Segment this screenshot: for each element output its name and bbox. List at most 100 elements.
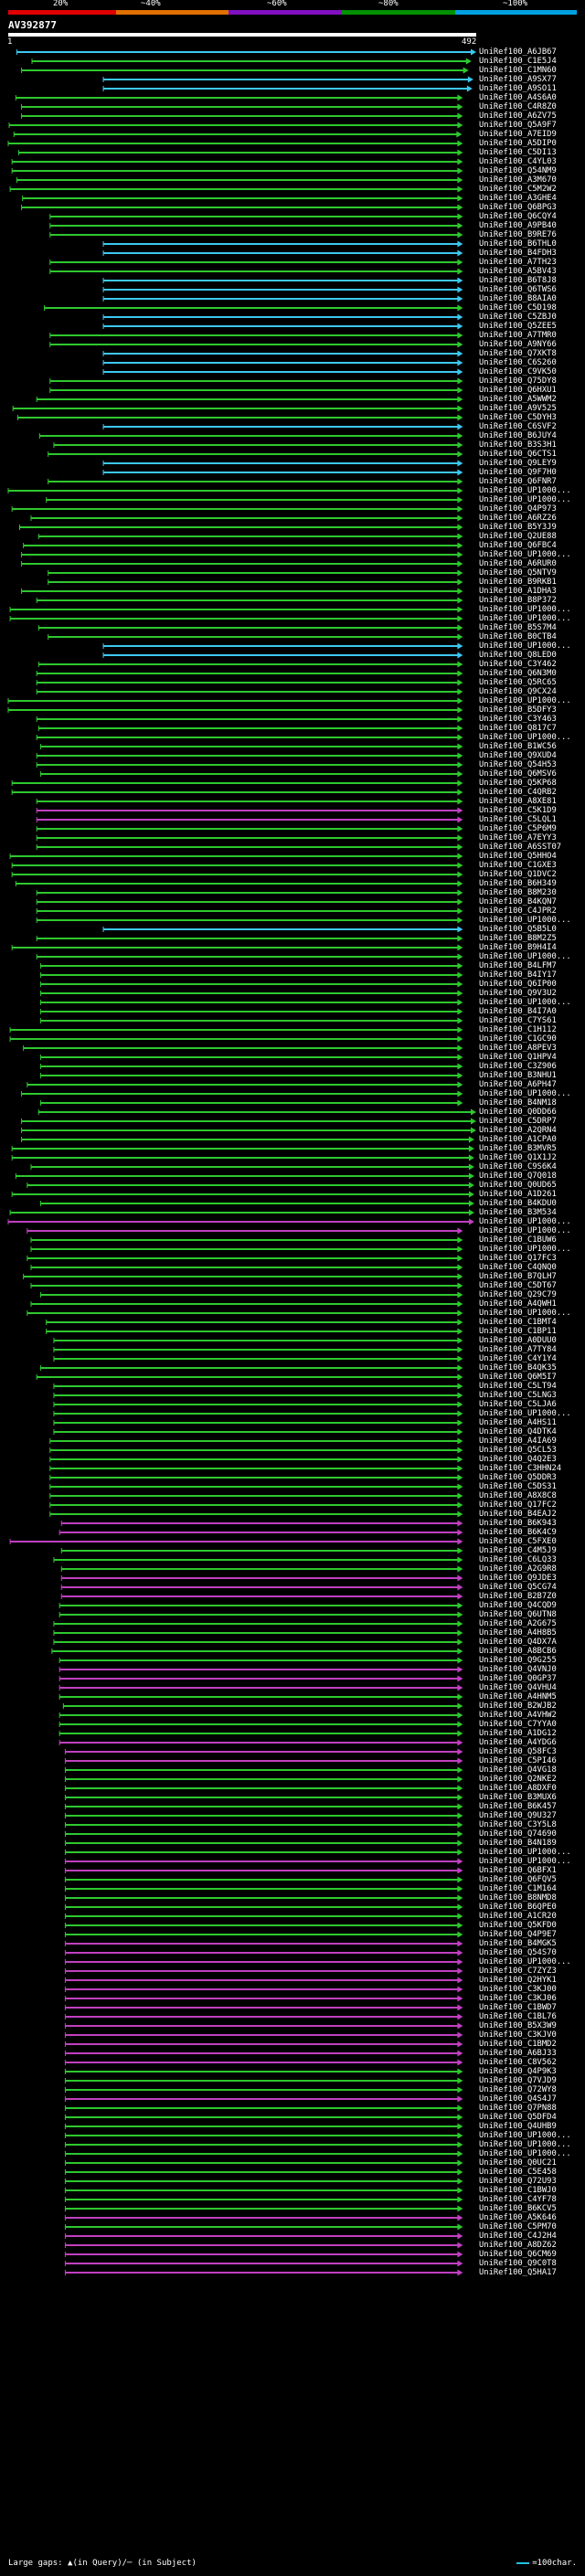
hit-label-link[interactable]: UniRef100_Q7PN88 (479, 2103, 557, 2113)
hit-row[interactable] (49, 213, 463, 220)
hit-label-link[interactable]: UniRef100_C4JPR2 (479, 906, 557, 916)
hit-row[interactable] (39, 990, 463, 997)
hit-row[interactable] (64, 1940, 463, 1947)
hit-row[interactable] (58, 1712, 463, 1719)
hit-label-link[interactable]: UniRef100_C4R8Z0 (479, 101, 557, 111)
hit-row[interactable] (36, 1373, 463, 1381)
hit-row[interactable] (64, 2159, 463, 2167)
hit-row[interactable] (36, 597, 463, 604)
hit-label-link[interactable]: UniRef100_B8P372 (479, 595, 557, 605)
hit-row[interactable] (64, 2050, 463, 2057)
hit-label-link[interactable]: UniRef100_C3KJV0 (479, 2030, 557, 2040)
hit-row[interactable] (64, 2022, 463, 2030)
hit-row[interactable] (53, 1419, 463, 1426)
hit-row[interactable] (64, 2187, 463, 2194)
hit-label-link[interactable]: UniRef100_Q6UTN8 (479, 1609, 557, 1619)
hit-label-link[interactable]: UniRef100_Q6CQY4 (479, 211, 557, 221)
hit-label-link[interactable]: UniRef100_A2G9R8 (479, 1564, 557, 1574)
hit-row[interactable] (49, 1474, 463, 1481)
hit-label-link[interactable]: UniRef100_B8NMD8 (479, 1892, 557, 1903)
hit-label-link[interactable]: UniRef100_C3KJ06 (479, 1993, 557, 2003)
hit-label-link[interactable]: UniRef100_A6RUR0 (479, 558, 557, 568)
hit-row[interactable] (48, 578, 463, 586)
hit-row[interactable] (49, 1437, 463, 1445)
hit-label-link[interactable]: UniRef100_Q75DY8 (479, 376, 557, 386)
hit-row[interactable] (30, 1282, 463, 1289)
hit-row[interactable] (36, 734, 463, 741)
hit-row[interactable] (51, 1648, 463, 1655)
hit-label-link[interactable]: UniRef100_Q6CM69 (479, 2249, 557, 2259)
hit-row[interactable] (7, 1218, 474, 1225)
hit-row[interactable] (64, 1830, 463, 1838)
hit-row[interactable] (53, 1556, 463, 1564)
hit-row[interactable] (102, 295, 463, 302)
hit-label-link[interactable]: UniRef100_C5PI46 (479, 1755, 557, 1765)
hit-label-link[interactable]: UniRef100_UP1000... (479, 1088, 571, 1098)
hit-row[interactable] (21, 67, 469, 74)
hit-row[interactable] (46, 1328, 463, 1335)
hit-row[interactable] (64, 1949, 463, 1956)
hit-label-link[interactable]: UniRef100_Q6MSV6 (479, 769, 557, 779)
hit-label-link[interactable]: UniRef100_C5D198 (479, 302, 557, 313)
hit-row[interactable] (49, 1511, 463, 1518)
hit-row[interactable] (16, 176, 463, 184)
hit-label-link[interactable]: UniRef100_A9V525 (479, 403, 557, 413)
hit-row[interactable] (36, 825, 463, 832)
hit-label-link[interactable]: UniRef100_B3S3H1 (479, 440, 557, 450)
hit-row[interactable] (36, 935, 463, 942)
hit-label-link[interactable]: UniRef100_C5E458 (479, 2167, 557, 2177)
hit-row[interactable] (64, 1839, 463, 1847)
hit-label-link[interactable]: UniRef100_UP1000... (479, 2139, 571, 2149)
hit-label-link[interactable]: UniRef100_Q6CTS1 (479, 449, 557, 459)
hit-row[interactable] (7, 697, 463, 705)
hit-row[interactable] (27, 1227, 463, 1235)
hit-row[interactable] (36, 917, 463, 924)
hit-row[interactable] (64, 2168, 463, 2176)
hit-row[interactable] (58, 1666, 463, 1673)
hit-label-link[interactable]: UniRef100_A6ZV75 (479, 111, 557, 121)
hit-row[interactable] (27, 1081, 463, 1088)
hit-row[interactable] (102, 350, 463, 357)
hit-label-link[interactable]: UniRef100_A0DUU0 (479, 1335, 557, 1345)
hit-row[interactable] (64, 2013, 463, 2020)
hit-label-link[interactable]: UniRef100_Q5ZEE5 (479, 321, 557, 331)
hit-label-link[interactable]: UniRef100_C7ZYZ3 (479, 1966, 557, 1976)
hit-label-link[interactable]: UniRef100_B6K457 (479, 1801, 557, 1811)
hit-row[interactable] (64, 1858, 463, 1865)
hit-label-link[interactable]: UniRef100_C5LNG3 (479, 1390, 557, 1400)
hit-label-link[interactable]: UniRef100_A8BCB6 (479, 1646, 557, 1656)
hit-label-link[interactable]: UniRef100_UP1000... (479, 641, 571, 651)
hit-row[interactable] (36, 396, 463, 403)
hit-row[interactable] (30, 514, 463, 522)
hit-row[interactable] (64, 2114, 463, 2121)
hit-label-link[interactable]: UniRef100_C8V562 (479, 2057, 557, 2067)
hit-label-link[interactable]: UniRef100_A6PH47 (479, 1079, 557, 1089)
hit-row[interactable] (37, 725, 463, 732)
hit-label-link[interactable]: UniRef100_Q1X1J2 (479, 1152, 557, 1162)
hit-row[interactable] (16, 414, 463, 421)
hit-label-link[interactable]: UniRef100_B6K4C9 (479, 1527, 557, 1537)
hit-row[interactable] (18, 524, 463, 531)
hit-label-link[interactable]: UniRef100_B7QLH7 (479, 1271, 557, 1281)
hit-row[interactable] (64, 1776, 463, 1783)
hit-row[interactable] (48, 569, 463, 577)
hit-row[interactable] (11, 871, 463, 878)
hit-row[interactable] (39, 770, 463, 778)
hit-row[interactable] (64, 2077, 463, 2084)
hit-row[interactable] (39, 1054, 463, 1061)
hit-label-link[interactable]: UniRef100_Q54S70 (479, 1947, 557, 1957)
hit-row[interactable] (64, 2214, 463, 2221)
hit-row[interactable] (16, 48, 476, 56)
hit-row[interactable] (39, 971, 463, 979)
hit-row[interactable] (64, 1967, 463, 1975)
hit-row[interactable] (13, 131, 463, 138)
hit-row[interactable] (39, 1063, 463, 1070)
hit-label-link[interactable]: UniRef100_A3M670 (479, 175, 557, 185)
hit-row[interactable] (58, 1730, 463, 1737)
hit-label-link[interactable]: UniRef100_A4QWH1 (479, 1299, 557, 1309)
hit-label-link[interactable]: UniRef100_UP1000... (479, 915, 571, 925)
hit-label-link[interactable]: UniRef100_B8AIA0 (479, 293, 557, 303)
hit-row[interactable] (36, 761, 463, 769)
hit-row[interactable] (64, 1748, 463, 1755)
hit-row[interactable] (102, 286, 463, 293)
